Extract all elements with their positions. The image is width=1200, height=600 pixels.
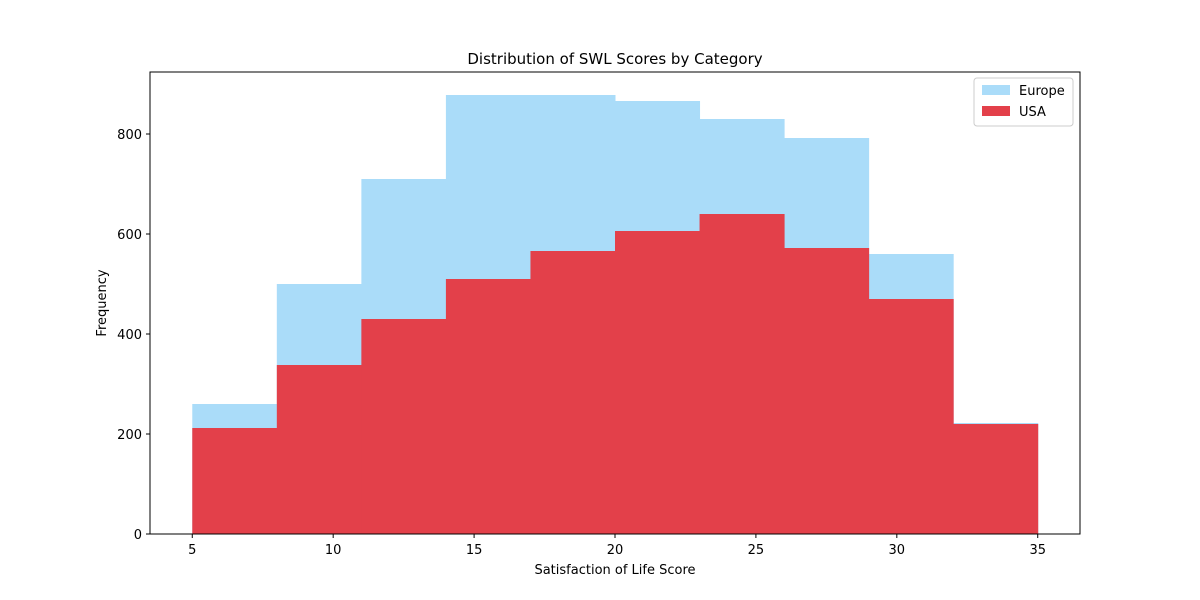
- bar-usa-6: [699, 214, 785, 534]
- bar-usa-0: [192, 428, 278, 534]
- x-tick-label: 30: [889, 543, 906, 558]
- bar-usa-1: [276, 365, 362, 534]
- y-tick-label: 800: [117, 128, 142, 143]
- y-tick-label: 400: [117, 328, 142, 343]
- legend-label-usa: USA: [1019, 105, 1046, 120]
- bar-usa-2: [361, 319, 447, 534]
- bar-usa-7: [784, 248, 870, 534]
- legend-swatch-europe: [982, 85, 1010, 95]
- x-axis: 5 10 15 20 25 30 35: [188, 534, 1046, 558]
- bar-usa-8: [868, 299, 954, 534]
- x-tick-label: 35: [1029, 543, 1046, 558]
- y-tick-label: 0: [134, 528, 142, 543]
- legend: Europe USA: [973, 77, 1074, 127]
- x-tick-label: 20: [607, 543, 624, 558]
- bar-usa-4: [530, 251, 616, 534]
- legend-swatch-usa: [982, 106, 1010, 116]
- bar-usa-5: [615, 231, 701, 534]
- x-tick-label: 25: [748, 543, 765, 558]
- y-axis-title: Frequency: [95, 269, 110, 336]
- bar-usa-3: [445, 279, 531, 534]
- y-tick-label: 200: [117, 428, 142, 443]
- x-tick-label: 5: [188, 543, 196, 558]
- y-tick-label: 600: [117, 228, 142, 243]
- bars-layer: [192, 95, 1039, 534]
- legend-label-europe: Europe: [1019, 84, 1065, 99]
- x-tick-label: 15: [466, 543, 483, 558]
- y-axis: 0 200 400 600 800: [117, 128, 150, 543]
- chart-title: Distribution of SWL Scores by Category: [467, 50, 762, 68]
- x-axis-title: Satisfaction of Life Score: [534, 563, 695, 578]
- x-tick-label: 10: [325, 543, 342, 558]
- bar-usa-9: [953, 424, 1039, 534]
